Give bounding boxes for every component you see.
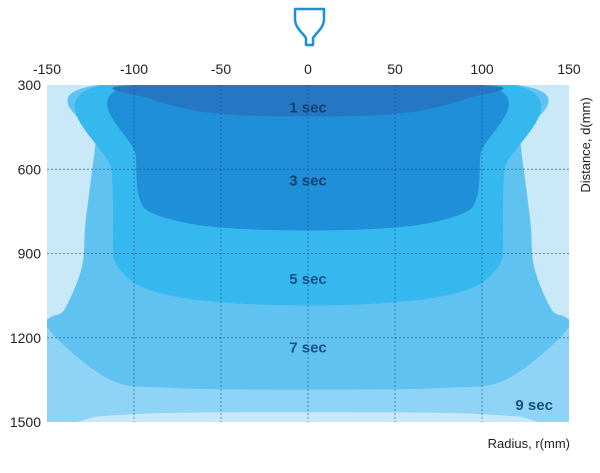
zone-labels-layer: 9 sec 7 sec 5 sec 3 sec 1 sec (289, 99, 553, 414)
zone-label: 3 sec (289, 172, 327, 189)
x-tick-label: 0 (304, 61, 312, 77)
zone-label: 7 sec (289, 340, 327, 357)
x-axis-title: Radius, r(mm) (488, 436, 570, 451)
zone-label: 1 sec (289, 99, 327, 116)
x-tick-label: -100 (120, 61, 148, 77)
y-axis-title: Distance, d(mm) (578, 97, 593, 192)
y-tick-label: 600 (18, 161, 42, 177)
y-tick-label: 300 (18, 77, 42, 93)
zone-1-sec (112, 85, 504, 117)
y-tick-label: 1200 (10, 330, 41, 346)
y-tick-label: 900 (18, 246, 42, 262)
x-tick-label: -50 (211, 61, 231, 77)
dome-light-icon (293, 7, 326, 47)
grid-layer (47, 85, 569, 422)
x-tick-labels: -150 -100 -50 0 50 100 150 (33, 61, 581, 77)
x-tick-label: 150 (557, 61, 581, 77)
y-tick-label: 1500 (10, 414, 41, 430)
zone-label: 5 sec (289, 271, 327, 288)
zone-label: 9 sec (515, 397, 553, 414)
y-tick-labels: 300 600 900 1200 1500 (10, 77, 41, 430)
x-tick-label: 50 (387, 61, 403, 77)
x-tick-label: -150 (33, 61, 61, 77)
x-tick-label: 100 (470, 61, 494, 77)
